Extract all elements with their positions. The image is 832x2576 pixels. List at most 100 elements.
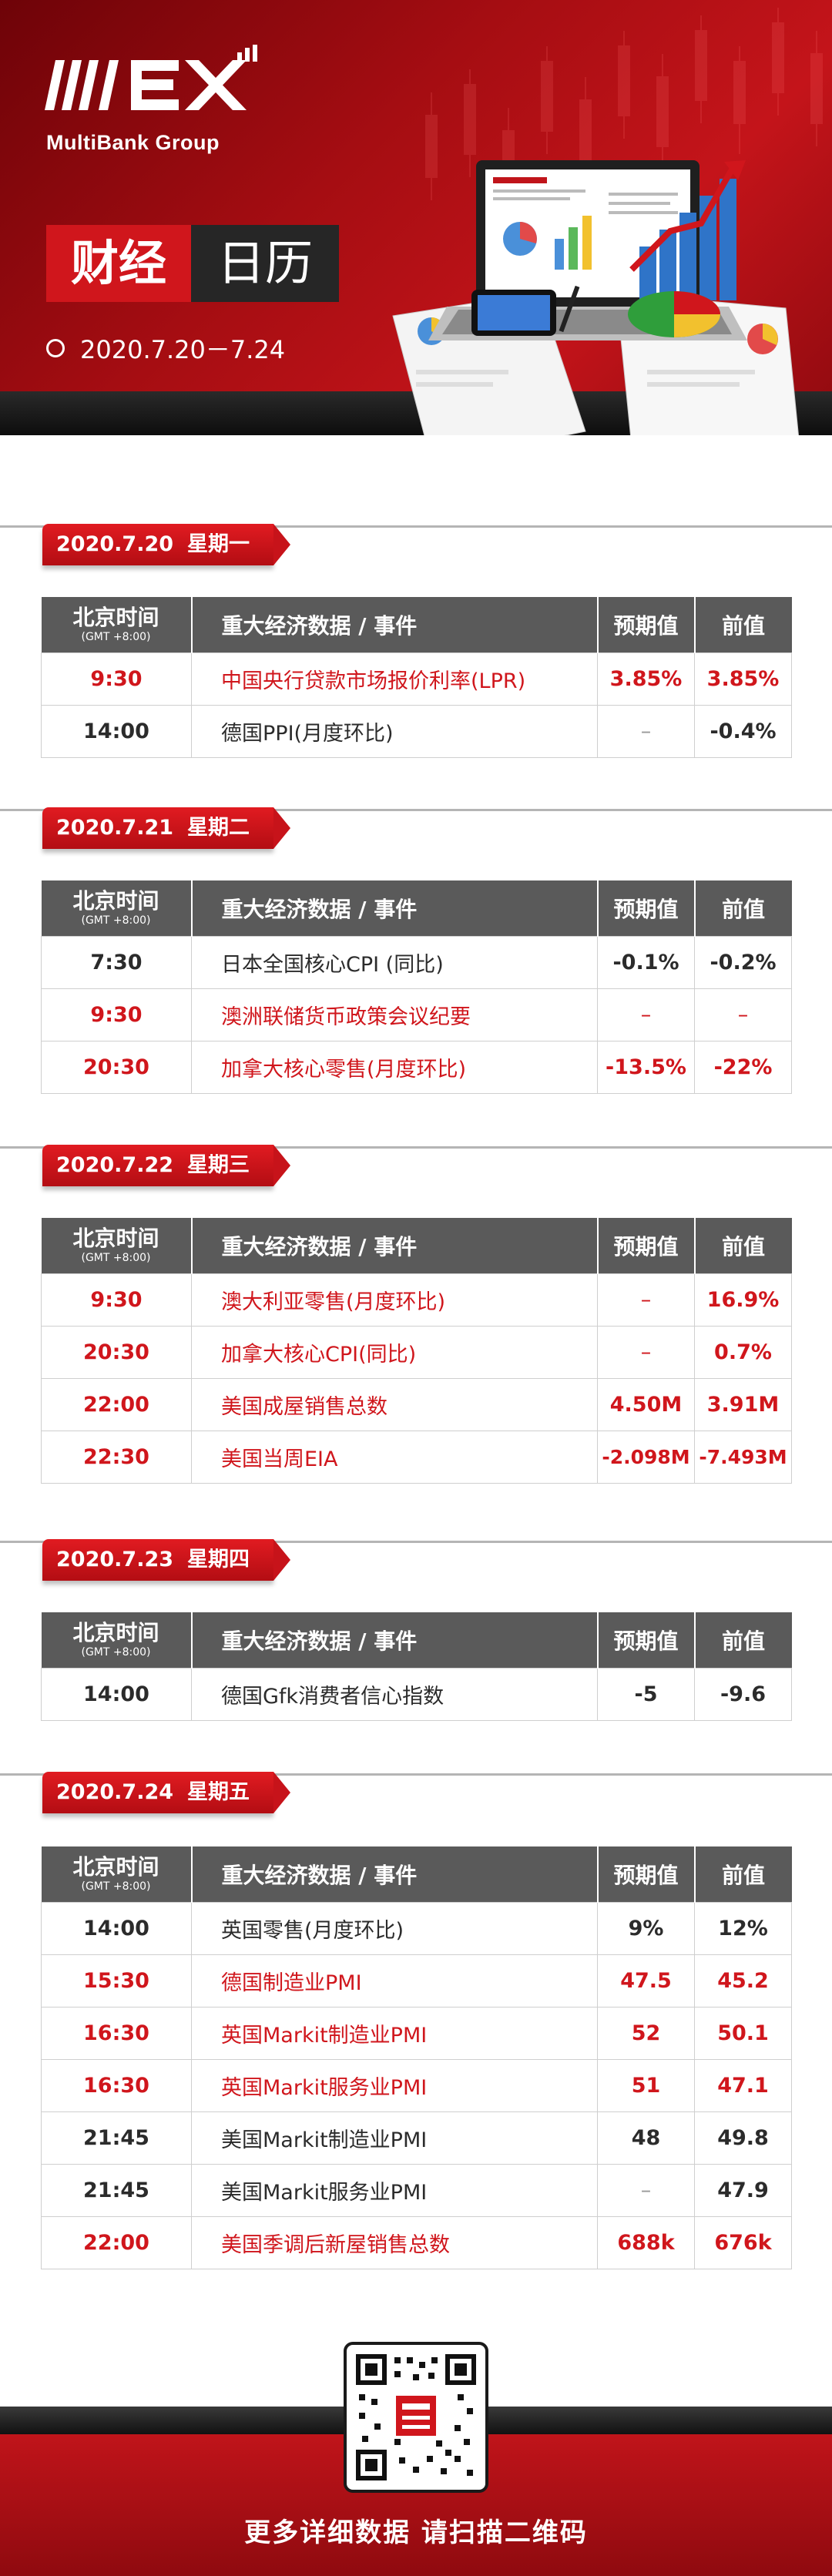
row-forecast: 4.50M bbox=[597, 1377, 695, 1431]
table-row: 21:45 美国Markit制造业PMI 48 49.8 bbox=[41, 2111, 792, 2165]
qr-code-icon bbox=[356, 2354, 476, 2480]
row-forecast: -2.098M bbox=[597, 1430, 695, 1484]
header-event: 重大经济数据 / 事件 bbox=[191, 1846, 599, 1902]
row-event: 德国Gfk消费者信心指数 bbox=[191, 1667, 598, 1721]
row-time: 16:30 bbox=[41, 2006, 192, 2060]
day-weekday: 星期四 bbox=[187, 1548, 250, 1571]
table-row: 20:30 加拿大核心零售(月度环比) -13.5% -22% bbox=[41, 1040, 792, 1094]
row-previous: 49.8 bbox=[694, 2111, 792, 2165]
row-time: 22:00 bbox=[41, 1377, 192, 1431]
table-row: 16:30 英国Markit服务业PMI 51 47.1 bbox=[41, 2058, 792, 2112]
day-tag-3: 2020.7.22 星期三 bbox=[42, 1145, 290, 1186]
hero-banner: MultiBank Group 财经 日历 2020.7.20－7.24 bbox=[0, 0, 832, 435]
row-previous: 3.91M bbox=[694, 1377, 792, 1431]
day-date: 2020.7.20 bbox=[56, 532, 174, 556]
day-weekday: 星期二 bbox=[187, 816, 250, 840]
row-previous: – bbox=[694, 988, 792, 1041]
header-event: 重大经济数据 / 事件 bbox=[191, 1218, 599, 1273]
row-previous: 12% bbox=[694, 1901, 792, 1955]
calendar-table-4: 北京时间 (GMT +8:00) 重大经济数据 / 事件 预期值 前值 14:00… bbox=[41, 1612, 792, 1721]
row-previous: 45.2 bbox=[694, 1954, 792, 2007]
row-forecast: 48 bbox=[597, 2111, 695, 2165]
row-time: 14:00 bbox=[41, 1667, 192, 1721]
qr-code-card[interactable] bbox=[344, 2342, 488, 2493]
day-weekday: 星期五 bbox=[187, 1780, 250, 1804]
laptop-finance-illustration bbox=[392, 160, 800, 435]
header-forecast: 预期值 bbox=[597, 1218, 696, 1273]
header-time: 北京时间 (GMT +8:00) bbox=[41, 880, 193, 936]
table-row: 22:00 美国成屋销售总数 4.50M 3.91M bbox=[41, 1377, 792, 1431]
row-previous: 676k bbox=[694, 2215, 792, 2269]
header-forecast: 预期值 bbox=[597, 1846, 696, 1902]
row-previous: -7.493M bbox=[694, 1430, 792, 1484]
row-event: 英国Markit制造业PMI bbox=[191, 2006, 598, 2060]
row-forecast: -13.5% bbox=[597, 1040, 695, 1094]
row-time: 20:30 bbox=[41, 1325, 192, 1379]
row-event: 德国制造业PMI bbox=[191, 1954, 598, 2007]
table-header-row: 北京时间 (GMT +8:00) 重大经济数据 / 事件 预期值 前值 bbox=[41, 1612, 792, 1668]
day-date: 2020.7.24 bbox=[56, 1780, 174, 1804]
calendar-circle-icon bbox=[46, 339, 65, 357]
row-event: 美国Markit服务业PMI bbox=[191, 2163, 598, 2217]
row-event: 英国Markit服务业PMI bbox=[191, 2058, 598, 2112]
row-event: 美国季调后新屋销售总数 bbox=[191, 2215, 598, 2269]
row-previous: 3.85% bbox=[694, 652, 792, 706]
header-previous: 前值 bbox=[694, 1218, 792, 1273]
row-forecast: 47.5 bbox=[597, 1954, 695, 2007]
row-previous: 47.1 bbox=[694, 2058, 792, 2112]
table-row: 20:30 加拿大核心CPI(同比) – 0.7% bbox=[41, 1325, 792, 1379]
row-previous: 47.9 bbox=[694, 2163, 792, 2217]
table-row: 16:30 英国Markit制造业PMI 52 50.1 bbox=[41, 2006, 792, 2060]
table-header-row: 北京时间 (GMT +8:00) 重大经济数据 / 事件 预期值 前值 bbox=[41, 597, 792, 652]
date-range: 2020.7.20－7.24 bbox=[46, 333, 285, 364]
row-forecast: – bbox=[597, 2163, 695, 2217]
calendar-table-2: 北京时间 (GMT +8:00) 重大经济数据 / 事件 预期值 前值 7:30 … bbox=[41, 880, 792, 1094]
row-previous: 16.9% bbox=[694, 1273, 792, 1327]
header-time: 北京时间 (GMT +8:00) bbox=[41, 597, 193, 652]
row-time: 9:30 bbox=[41, 988, 192, 1041]
row-forecast: – bbox=[597, 1273, 695, 1327]
day-weekday: 星期一 bbox=[187, 532, 250, 556]
row-event: 美国当周EIA bbox=[191, 1430, 598, 1484]
date-range-text: 2020.7.20－7.24 bbox=[80, 335, 286, 364]
header-event: 重大经济数据 / 事件 bbox=[191, 880, 599, 936]
row-forecast: 688k bbox=[597, 2215, 695, 2269]
table-row: 9:30 中国央行贷款市场报价利率(LPR) 3.85% 3.85% bbox=[41, 652, 792, 706]
day-divider bbox=[0, 1773, 832, 1776]
row-time: 22:00 bbox=[41, 2215, 192, 2269]
row-previous: -9.6 bbox=[694, 1667, 792, 1721]
row-forecast: – bbox=[597, 704, 695, 758]
table-row: 22:30 美国当周EIA -2.098M -7.493M bbox=[41, 1430, 792, 1484]
table-row: 14:00 德国PPI(月度环比) – -0.4% bbox=[41, 704, 792, 758]
row-event: 美国Markit制造业PMI bbox=[191, 2111, 598, 2165]
table-row: 21:45 美国Markit服务业PMI – 47.9 bbox=[41, 2163, 792, 2217]
row-time: 9:30 bbox=[41, 1273, 192, 1327]
table-row: 15:30 德国制造业PMI 47.5 45.2 bbox=[41, 1954, 792, 2007]
row-time: 14:00 bbox=[41, 704, 192, 758]
row-previous: -22% bbox=[694, 1040, 792, 1094]
row-event: 中国央行贷款市场报价利率(LPR) bbox=[191, 652, 598, 706]
header-event: 重大经济数据 / 事件 bbox=[191, 1612, 599, 1668]
header-event: 重大经济数据 / 事件 bbox=[191, 597, 599, 652]
row-previous: -0.2% bbox=[694, 935, 792, 989]
row-previous: 0.7% bbox=[694, 1325, 792, 1379]
row-forecast: 51 bbox=[597, 2058, 695, 2112]
header-time: 北京时间 (GMT +8:00) bbox=[41, 1218, 193, 1273]
row-time: 20:30 bbox=[41, 1040, 192, 1094]
header-time: 北京时间 (GMT +8:00) bbox=[41, 1846, 193, 1902]
header-previous: 前值 bbox=[694, 1612, 792, 1668]
row-previous: -0.4% bbox=[694, 704, 792, 758]
day-divider bbox=[0, 1146, 832, 1149]
table-row: 22:00 美国季调后新屋销售总数 688k 676k bbox=[41, 2215, 792, 2269]
row-event: 加拿大核心CPI(同比) bbox=[191, 1325, 598, 1379]
row-time: 21:45 bbox=[41, 2111, 192, 2165]
row-forecast: 52 bbox=[597, 2006, 695, 2060]
header-previous: 前值 bbox=[694, 1846, 792, 1902]
day-tag-1: 2020.7.20 星期一 bbox=[42, 524, 290, 565]
day-date: 2020.7.21 bbox=[56, 816, 174, 840]
row-event: 德国PPI(月度环比) bbox=[191, 704, 598, 758]
row-event: 澳洲联储货币政策会议纪要 bbox=[191, 988, 598, 1041]
logo-text: MultiBank Group bbox=[46, 131, 220, 154]
day-divider bbox=[0, 1541, 832, 1543]
